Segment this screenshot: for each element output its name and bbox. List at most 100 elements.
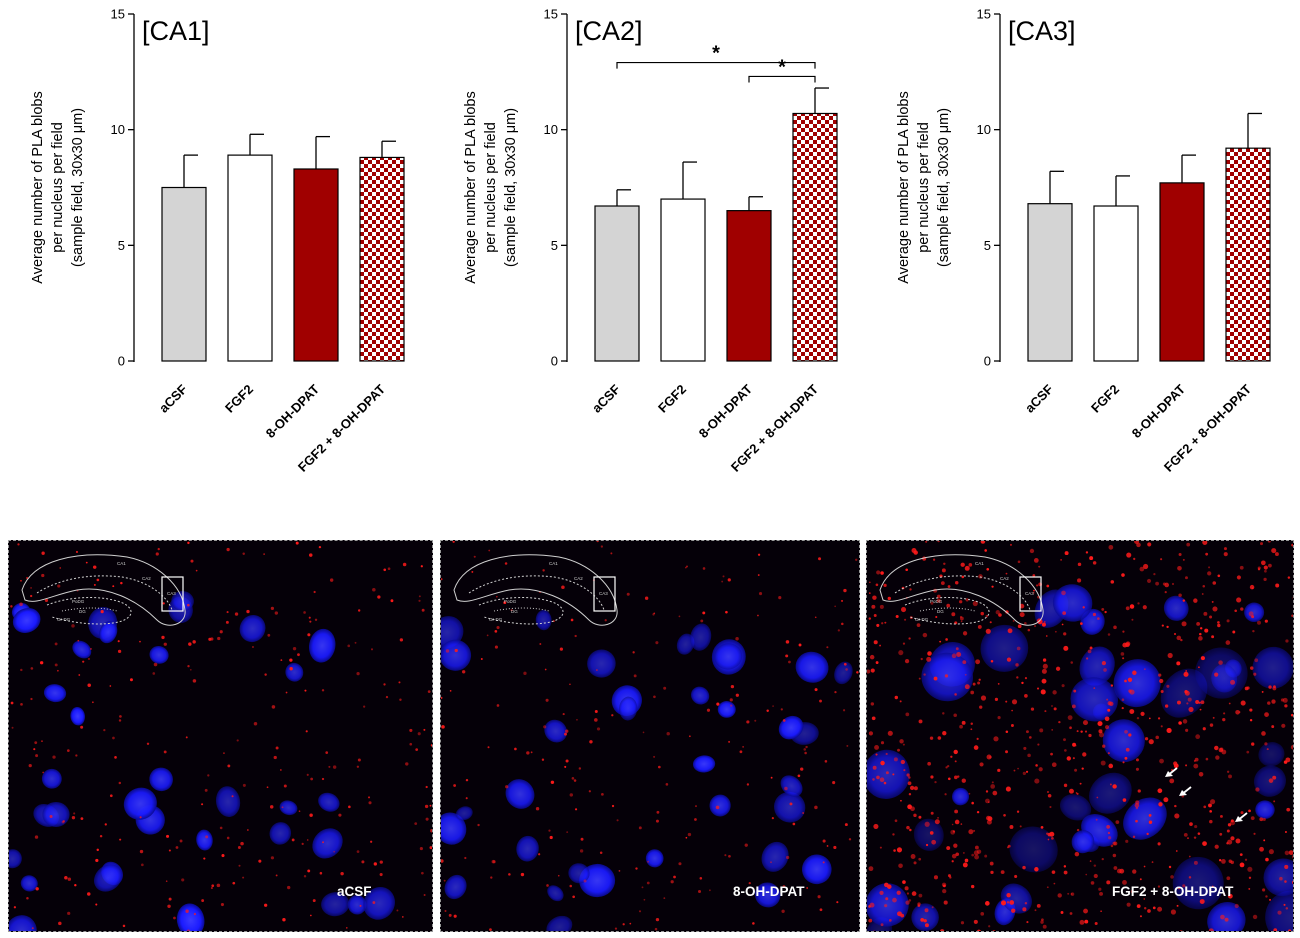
pla-blob	[942, 731, 947, 736]
pla-blob	[1077, 578, 1082, 583]
pla-blob	[477, 823, 480, 827]
pla-blob	[363, 705, 366, 708]
pla-blob	[1009, 824, 1014, 829]
pla-blob	[945, 766, 948, 769]
pla-blob	[306, 839, 309, 841]
pla-blob	[1122, 880, 1127, 885]
pla-blob	[545, 698, 549, 702]
pla-blob	[1209, 615, 1213, 619]
pla-blob	[283, 784, 287, 788]
pla-blob	[161, 635, 165, 640]
pla-blob	[1193, 836, 1197, 839]
pla-blob	[167, 904, 171, 909]
pla-blob	[292, 646, 297, 651]
pla-blob	[1174, 633, 1176, 636]
pla-blob	[1134, 803, 1140, 808]
inset-region-label: CA2	[142, 576, 151, 581]
y-axis-label: Average number of PLA blobs	[463, 91, 479, 283]
pla-blob	[1182, 599, 1186, 602]
pla-blob	[964, 684, 970, 690]
pla-blob	[1171, 582, 1175, 586]
pla-blob	[970, 690, 975, 695]
pla-blob	[1196, 621, 1201, 626]
pla-blob	[361, 860, 365, 864]
pla-blob	[441, 696, 443, 699]
pla-blob	[1143, 898, 1146, 900]
nucleus	[717, 701, 736, 718]
pla-blob	[1110, 844, 1114, 848]
pla-blob	[900, 799, 902, 802]
pla-blob	[1202, 541, 1208, 546]
nucleus	[1000, 883, 1032, 914]
pla-blob	[1260, 560, 1266, 566]
pla-blob	[181, 878, 185, 882]
pla-blob	[1122, 761, 1125, 764]
pla-blob	[112, 585, 115, 588]
pla-blob	[986, 567, 990, 571]
pla-blob	[1160, 725, 1163, 728]
nucleus	[72, 640, 92, 659]
pla-blob	[1165, 704, 1169, 708]
pla-blob	[885, 752, 888, 756]
pla-blob	[964, 565, 970, 571]
pla-blob	[67, 877, 72, 881]
pla-blob	[923, 919, 927, 923]
pla-blob	[295, 541, 299, 545]
pla-blob	[303, 611, 306, 614]
pla-blob	[357, 609, 361, 612]
pla-blob	[574, 808, 578, 811]
pla-blob	[1203, 805, 1207, 809]
pla-blob	[1257, 566, 1261, 570]
pla-blob	[1292, 596, 1293, 600]
arrow-icon	[1235, 812, 1248, 822]
pla-blob	[580, 837, 584, 841]
pla-blob	[992, 790, 998, 796]
pla-blob	[972, 600, 978, 607]
pla-blob	[887, 596, 891, 601]
pla-blob	[307, 869, 311, 873]
pla-blob	[780, 708, 783, 711]
pla-blob	[390, 599, 394, 603]
pla-blob	[252, 646, 254, 648]
pla-blob	[1088, 733, 1092, 738]
y-axis-label: (sample field, 30x30 μm)	[936, 108, 952, 267]
nucleus	[1195, 647, 1248, 699]
pla-blob	[920, 657, 923, 661]
pla-blob	[1215, 755, 1220, 760]
pla-blob	[1202, 841, 1207, 846]
y-axis-label: Average number of PLA blobs	[896, 91, 912, 283]
pla-blob	[383, 568, 387, 572]
pla-blob	[647, 860, 650, 863]
micrograph-image: CA1 CA2 CA3 PoDG DG Gr-DG	[441, 541, 859, 931]
pla-blob	[918, 815, 922, 819]
pla-blob	[1128, 733, 1132, 737]
y-axis-label: (sample field, 30x30 μm)	[70, 108, 86, 267]
pla-blob	[415, 748, 419, 751]
pla-blob	[900, 759, 906, 765]
pla-blob	[898, 863, 903, 869]
pla-blob	[1226, 876, 1231, 881]
pla-blob	[168, 897, 172, 901]
y-tick-label: 15	[111, 7, 125, 22]
pla-blob	[1136, 904, 1141, 908]
pla-blob	[1082, 752, 1087, 757]
chart-ca2: 0 5 10 15 [CA2] Average number of PLA blobs pe…	[433, 0, 866, 530]
pla-blob	[1174, 804, 1177, 808]
chart-ca2-svg: 0 5 10 15 [CA2] Average number of PLA blobs pe…	[463, 7, 838, 475]
pla-blob	[665, 783, 669, 786]
pla-blob	[1160, 690, 1164, 694]
pla-blob	[1193, 598, 1198, 603]
pla-blob	[430, 744, 432, 747]
pla-blob	[1060, 911, 1064, 914]
y-tick-label: 0	[551, 354, 558, 369]
pla-blob	[192, 679, 197, 683]
pla-blob	[1225, 640, 1231, 645]
pla-blob	[1024, 902, 1028, 905]
pla-blob	[1006, 657, 1012, 662]
pla-blob	[973, 745, 979, 750]
pla-blob	[490, 876, 493, 879]
pla-blob	[421, 608, 425, 612]
pla-blob	[954, 819, 960, 825]
pla-blob	[280, 769, 282, 771]
inset-region-label: CA2	[574, 576, 583, 581]
